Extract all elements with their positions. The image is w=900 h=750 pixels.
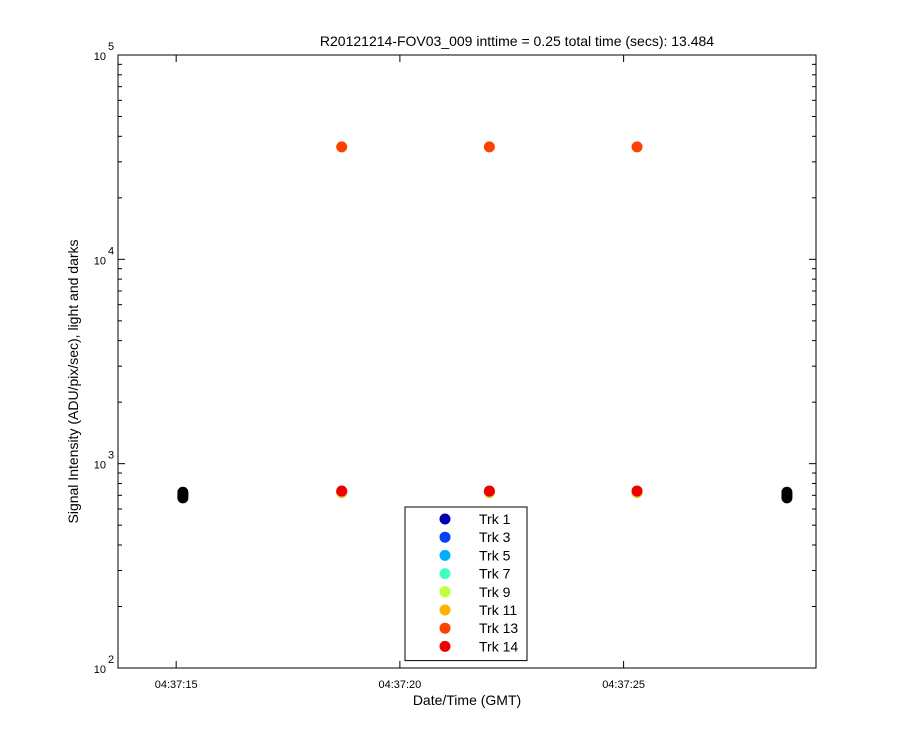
legend-entry: Trk 13 xyxy=(479,620,518,636)
plot-frame xyxy=(117,54,817,669)
legend: Trk 1 Trk 3 Trk 5 Trk 7 Trk 9 Trk 11 Trk 13 Trk… xyxy=(404,506,528,662)
y-tick-exponent: 2 xyxy=(108,654,114,666)
y-axis-label: Signal Intensity (ADU/pix/sec), light an… xyxy=(65,239,81,523)
x-axis-label: Date/Time (GMT) xyxy=(413,692,521,708)
legend-box xyxy=(404,506,528,662)
legend-entry: Trk 11 xyxy=(479,602,517,618)
data-point-trk-14 xyxy=(483,485,495,497)
y-tick-label: 10 xyxy=(94,460,106,472)
legend-marker xyxy=(439,549,451,561)
data-point-trk-13 xyxy=(336,141,348,153)
legend-entry: Trk 3 xyxy=(479,529,511,545)
y-tick-exponent: 3 xyxy=(108,450,114,462)
y-tick-exponent: 5 xyxy=(108,41,114,53)
data-point-trk-14 xyxy=(631,485,643,497)
y-tick-exponent: 4 xyxy=(108,245,114,257)
chart-title: R20121214-FOV03_009 inttime = 0.25 total… xyxy=(320,33,714,49)
y-tick-label: 10 xyxy=(94,255,106,267)
x-axis: 04:37:15 04:37:20 04:37:25 xyxy=(155,55,645,691)
y-tick-label: 10 xyxy=(94,51,106,63)
legend-entry: Trk 9 xyxy=(479,584,511,600)
x-tick-label: 04:37:20 xyxy=(378,679,421,691)
data-point-trk-13 xyxy=(631,141,643,153)
legend-entry: Trk 1 xyxy=(479,511,511,527)
legend-entry: Trk 14 xyxy=(479,638,518,654)
legend-marker xyxy=(439,586,451,598)
legend-marker xyxy=(439,531,451,543)
data-point-trk-14 xyxy=(336,485,348,497)
data-points xyxy=(177,141,793,504)
dark-point xyxy=(177,486,189,498)
legend-marker xyxy=(439,622,451,634)
legend-marker xyxy=(439,604,451,616)
data-point-trk-13 xyxy=(483,141,495,153)
plot-area xyxy=(117,54,817,669)
x-tick-label: 04:37:15 xyxy=(155,679,198,691)
legend-entry: Trk 5 xyxy=(479,547,511,563)
legend-marker xyxy=(439,513,451,525)
legend-marker xyxy=(439,640,451,652)
legend-entry: Trk 7 xyxy=(479,566,511,582)
dark-point xyxy=(781,486,793,498)
x-tick-label: 04:37:25 xyxy=(602,679,645,691)
y-tick-label: 10 xyxy=(94,664,106,676)
legend-marker xyxy=(439,568,451,580)
